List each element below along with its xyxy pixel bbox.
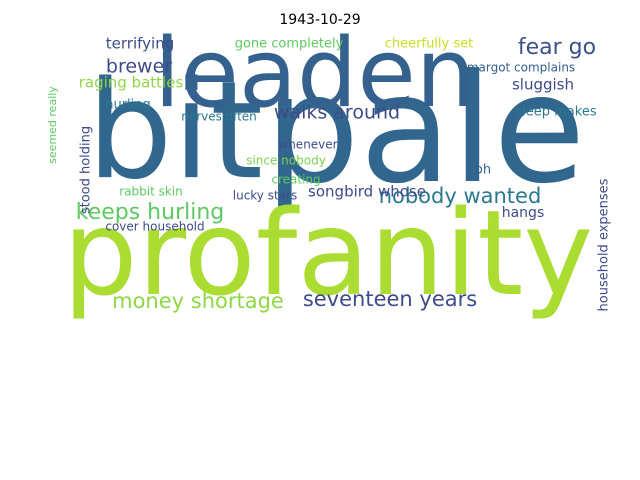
word: lucky stars bbox=[233, 189, 297, 203]
word: hurling bbox=[105, 98, 151, 113]
word: leaden bbox=[154, 19, 476, 129]
word: stood holding bbox=[79, 126, 94, 214]
word: bit bbox=[87, 52, 263, 209]
word: whenever bbox=[278, 138, 337, 152]
word: cheerfully set bbox=[385, 37, 473, 52]
word: brewer bbox=[106, 56, 172, 78]
word: terrifying bbox=[106, 35, 174, 53]
chart-title: 1943-10-29 bbox=[279, 12, 360, 28]
word: creating bbox=[271, 173, 320, 187]
word: keeps hurling bbox=[76, 200, 225, 225]
word: songbird whose bbox=[308, 183, 426, 201]
word: profanity bbox=[63, 184, 594, 322]
word: sluggish bbox=[512, 76, 574, 94]
word: rabbit skin bbox=[119, 185, 183, 199]
word: pale bbox=[264, 43, 585, 217]
word: walks around bbox=[274, 102, 400, 124]
word: margot complains bbox=[467, 61, 575, 75]
word: since nobody bbox=[246, 154, 326, 168]
word: oh bbox=[475, 163, 491, 178]
word: sleep makes bbox=[515, 105, 596, 120]
word: seventeen years bbox=[303, 287, 477, 311]
word: hangs bbox=[502, 205, 545, 221]
word: gone completely bbox=[235, 37, 344, 52]
word: household expenses bbox=[597, 178, 612, 311]
word: fear go bbox=[518, 35, 596, 60]
word: seemed really bbox=[46, 86, 59, 164]
word: cover household bbox=[105, 220, 204, 234]
word: raging battles bbox=[79, 74, 184, 92]
word: nerves often bbox=[181, 110, 257, 124]
word: money shortage bbox=[112, 289, 284, 313]
word: nobody wanted bbox=[379, 184, 542, 208]
